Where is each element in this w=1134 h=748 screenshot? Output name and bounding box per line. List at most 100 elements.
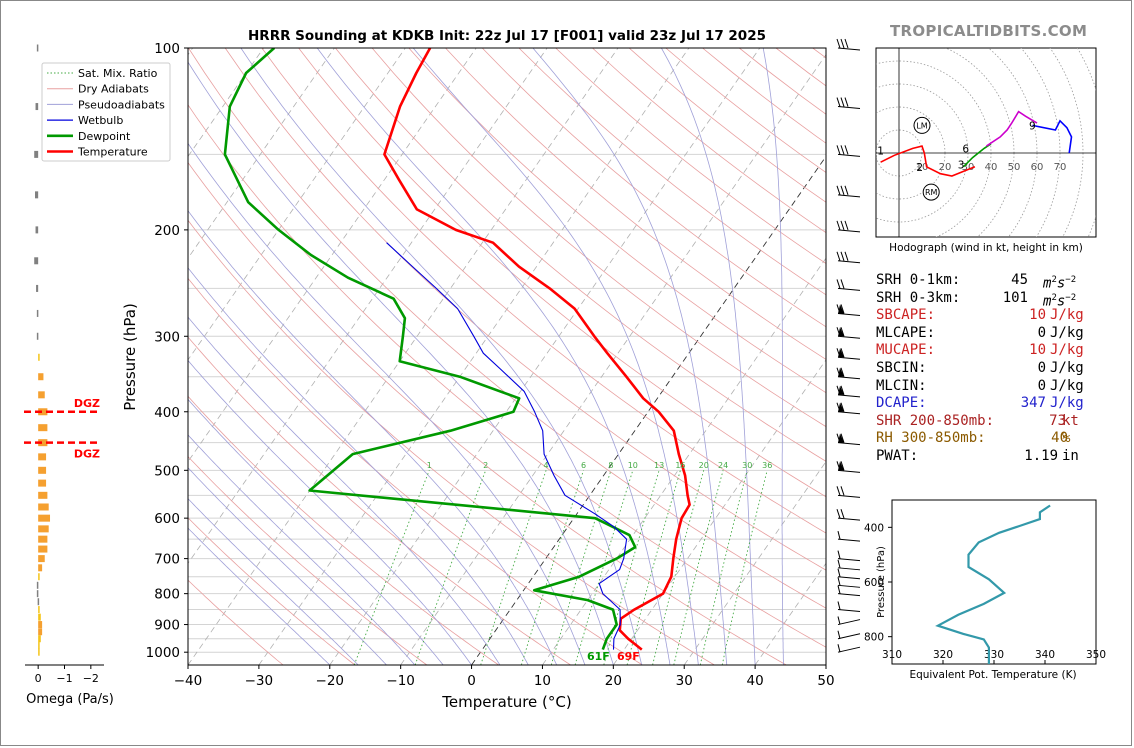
- stat-value: 347: [1020, 395, 1046, 412]
- wind-barb-feather: [840, 461, 845, 471]
- wind-barb-feather: [840, 327, 845, 337]
- skewt-plot-area: [187, 47, 827, 666]
- mixing-ratio-label: 8: [608, 461, 613, 470]
- stat-row: MUCAPE: 10 J/kg: [876, 342, 1096, 360]
- theta-e-profile: [935, 504, 1051, 664]
- x-tick-label: 10: [534, 673, 551, 689]
- storm-motion-marker: [913, 116, 931, 134]
- theta-e-frame: [891, 499, 1097, 665]
- wind-barb-staff: [837, 411, 861, 415]
- wind-barb-staff: [837, 47, 861, 51]
- isotherm: [542, 257, 826, 665]
- wind-barb-feather: [844, 145, 849, 155]
- omega-bar: [38, 613, 41, 621]
- pseudoadiabat: [188, 210, 557, 665]
- y-tick-label: 500: [154, 463, 180, 479]
- x-tick-label: 20: [605, 673, 622, 689]
- stat-label: SBCIN:: [876, 359, 927, 376]
- wind-barb-staff: [837, 153, 861, 157]
- omega-bar: [38, 635, 41, 643]
- wind-barb-staff: [837, 106, 861, 110]
- wind-barb-pennant: [838, 433, 844, 443]
- legend-label: Dry Adiabats: [78, 83, 149, 96]
- wind-barb-pennant: [838, 327, 844, 337]
- wind-barb-staff: [837, 394, 861, 398]
- wind-barb-staff: [837, 194, 861, 198]
- wind-barb-feather: [840, 304, 845, 314]
- legend: Sat. Mix. Ratio Dry Adiabats Pseudoadiabat…: [41, 62, 171, 162]
- stat-label: MLCAPE:: [876, 324, 936, 341]
- wind-barb-staff: [837, 442, 861, 446]
- wind-barb-feather: [840, 97, 845, 107]
- stat-row: SRH 0-3km: 101 m2s−2: [876, 290, 1096, 310]
- stat-unit: %: [1062, 430, 1071, 447]
- legend-label: Temperature: [77, 146, 148, 159]
- pseudoadiabat: [188, 267, 529, 665]
- omega-bar: [38, 353, 40, 361]
- brand-watermark: TROPICALTIDBITS.COM: [890, 22, 1088, 40]
- dgz-label: DGZ: [74, 448, 100, 461]
- storm-motion-label: RM: [925, 188, 938, 197]
- y-tick-label: 200: [154, 223, 180, 239]
- stat-row: SBCIN: 0 J/kg: [876, 360, 1096, 378]
- hodograph-plot: 10 20 30 40 50 60 70 1 2 3 6 9 LM RM: [876, 48, 1096, 237]
- wind-barb-feather: [840, 508, 845, 519]
- series-temperature: [383, 48, 691, 651]
- hodograph-ring-label: 60: [1031, 162, 1044, 173]
- dry-adiabat: [188, 395, 499, 665]
- stat-label: MUCAPE:: [876, 342, 936, 359]
- x-tick-label: −30: [245, 673, 274, 689]
- surface-temp-label: 69F: [617, 650, 640, 663]
- mixing-ratio-line: [673, 470, 724, 665]
- wind-barb-staff: [837, 558, 861, 562]
- wind-barb-feather: [844, 185, 849, 196]
- stat-row: SHR 200-850mb: 73 kt: [876, 413, 1096, 431]
- x-tick-label: 50: [817, 673, 834, 689]
- stat-label: SRH 0-1km:: [876, 272, 961, 288]
- pseudoadiabat: [762, 48, 784, 665]
- omega-bar: [36, 590, 39, 598]
- wind-barb-pennant: [838, 461, 844, 471]
- wind-barb-staff: [837, 538, 861, 542]
- omega-bar: [38, 606, 40, 614]
- stat-value: 10: [1029, 307, 1046, 324]
- y-tick-label: 900: [154, 618, 180, 634]
- hodograph-height-label: 2: [916, 162, 923, 174]
- wind-barb-feather: [844, 38, 849, 49]
- dgz-label: DGZ: [74, 397, 100, 410]
- omega-bar: [38, 439, 48, 447]
- omega-panel: 0 −1 −2 DGZ DGZ: [24, 44, 104, 685]
- mixing-ratio-line: [414, 470, 487, 665]
- wind-barb-feather: [840, 251, 845, 261]
- omega-bar: [38, 621, 43, 629]
- stat-value: 0: [1037, 324, 1046, 341]
- dry-adiabat: [188, 455, 428, 665]
- hodograph-ring-label: 70: [1054, 162, 1067, 173]
- stat-unit: m2s−2: [1043, 292, 1077, 310]
- omega-bar: [38, 391, 45, 399]
- omega-bar: [38, 648, 40, 656]
- skewt-background-lines: [188, 48, 826, 665]
- wind-barb-feather: [837, 644, 841, 653]
- mixing-ratio-label: 4: [544, 461, 549, 470]
- theta-e-y-tick-label: 400: [864, 522, 884, 534]
- series-dewpoint: [223, 48, 637, 651]
- isotherm: [683, 460, 826, 665]
- wind-barb-feather: [837, 577, 841, 586]
- wind-barb-feather: [844, 97, 849, 107]
- wind-barb-staff: [837, 619, 861, 626]
- omega-bar: [37, 598, 40, 606]
- dry-adiabat: [371, 48, 826, 428]
- wind-barb-feather: [836, 145, 841, 155]
- wind-barb-feather: [837, 616, 841, 625]
- y-tick-label: 400: [154, 405, 180, 421]
- y-tick-label: 800: [154, 587, 180, 603]
- wind-barb-staff: [837, 287, 861, 291]
- theta-e-x-tick-label: 340: [1035, 649, 1055, 661]
- stat-label: MLCIN:: [876, 377, 927, 394]
- wind-barb-feather: [840, 367, 845, 377]
- skewt-axes: −40 −30 −20 −10 0 10 20 30 40 50 100 200 300 400 500 60…: [146, 41, 835, 689]
- y-tick-label: 700: [154, 552, 180, 568]
- hodograph-caption: Hodograph (wind in kt, height in km): [889, 242, 1083, 254]
